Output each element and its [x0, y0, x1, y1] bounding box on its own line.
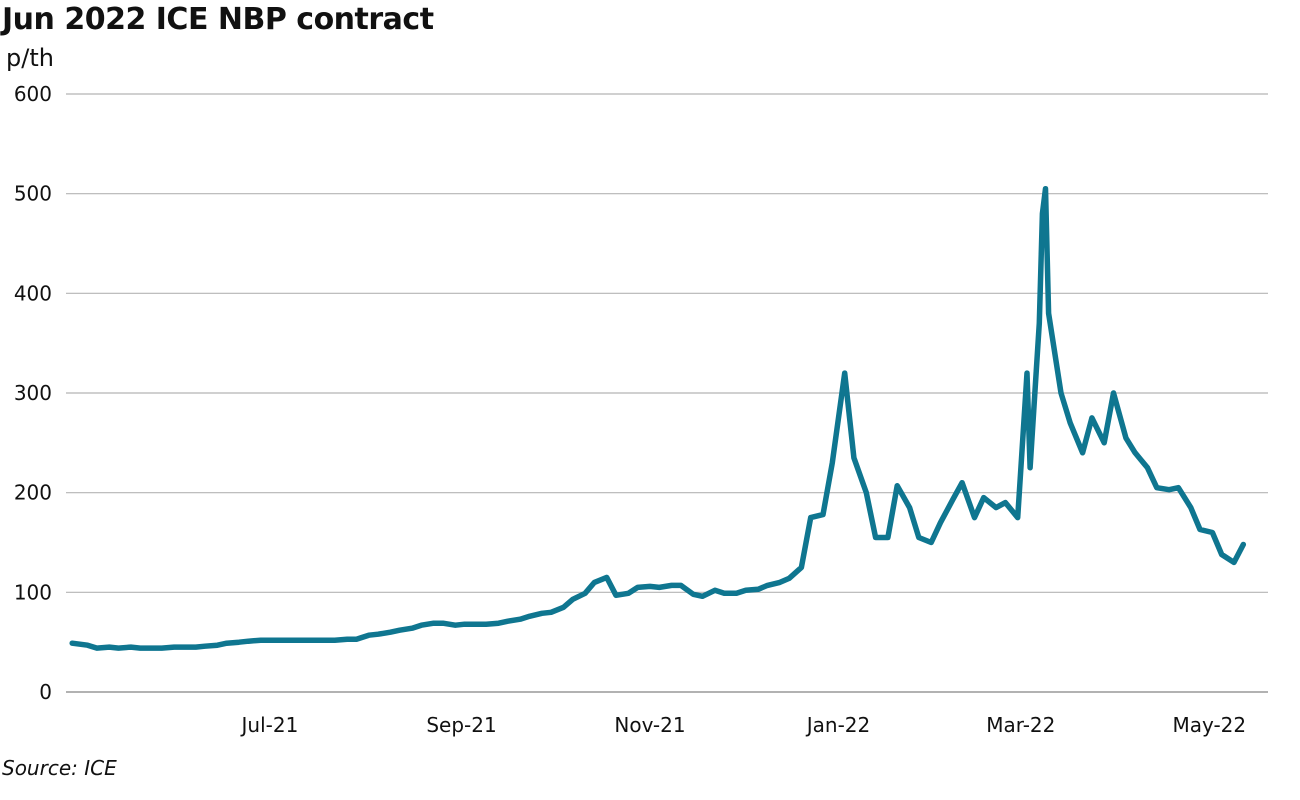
y-tick-label: 600: [14, 82, 52, 106]
y-axis-unit-label: p/th: [6, 44, 54, 72]
x-tick-labels: Jul-21 Sep-21 Nov-21 Jan-22 Mar-22 May-22: [240, 713, 1247, 737]
y-tick-label: 0: [39, 680, 52, 704]
y-tick-label: 100: [14, 580, 52, 604]
source-note: Source: ICE: [2, 756, 117, 780]
x-tick-label: Nov-21: [614, 713, 685, 737]
y-tick-label: 500: [14, 182, 52, 206]
x-tick-label: Jan-22: [805, 713, 871, 737]
x-tick-label: Sep-21: [426, 713, 496, 737]
chart-title: Jun 2022 ICE NBP contract: [2, 2, 434, 37]
x-tick-label: Jul-21: [240, 713, 299, 737]
x-tick-label: Mar-22: [986, 713, 1055, 737]
series-line: [69, 185, 1247, 651]
y-tick-label: 200: [14, 481, 52, 505]
y-tick-label: 300: [14, 381, 52, 405]
gridlines: [66, 93, 1268, 593]
y-tick-labels: 0 100 200 300 400 500 600: [14, 82, 52, 704]
y-tick-label: 400: [14, 281, 52, 305]
series-layer: [69, 185, 1247, 651]
x-tick-label: May-22: [1172, 713, 1246, 737]
